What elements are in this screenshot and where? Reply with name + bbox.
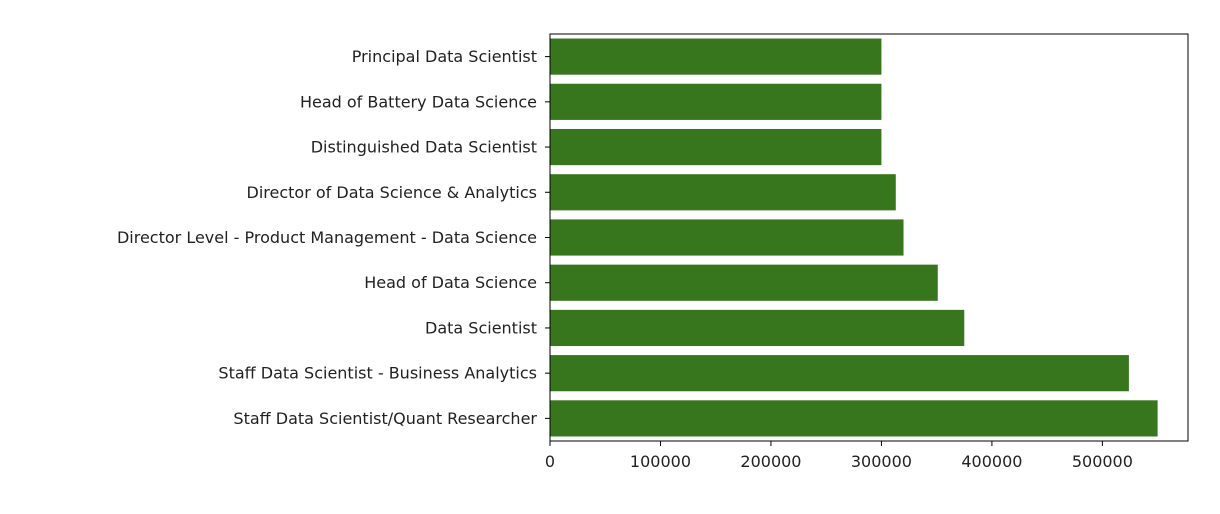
bar: [550, 38, 882, 75]
category-labels-group: Staff Data Scientist/Quant Researcher Sta…: [117, 47, 550, 428]
bar: [550, 309, 965, 347]
bar: [550, 174, 896, 211]
x-tick-label: 400000: [961, 452, 1022, 471]
bar: [550, 264, 938, 301]
plot-frame: [549, 33, 1189, 442]
bar: [550, 400, 1158, 437]
bar: [550, 128, 882, 166]
bar: [550, 83, 882, 120]
category-label: Principal Data Scientist: [352, 47, 537, 66]
category-label: Staff Data Scientist - Business Analytic…: [218, 364, 537, 383]
category-label: Data Scientist: [425, 318, 537, 337]
x-tick-label: 200000: [740, 452, 801, 471]
bar: [550, 355, 1129, 392]
category-label: Distinguished Data Scientist: [311, 138, 537, 157]
x-tick-label: 300000: [851, 452, 912, 471]
category-label: Head of Battery Data Science: [300, 92, 537, 111]
bars-group: [550, 38, 1158, 437]
bar: [550, 219, 904, 256]
category-label: Director Level - Product Management - Da…: [117, 228, 537, 247]
category-label: Director of Data Science & Analytics: [247, 183, 537, 202]
x-axis-ticks-group: 0 100000 200000 300000 400000 500000: [545, 441, 1133, 471]
category-label: Staff Data Scientist/Quant Researcher: [233, 409, 537, 428]
x-tick-label: 500000: [1072, 452, 1133, 471]
x-tick-label: 0: [545, 452, 555, 471]
x-tick-label: 100000: [630, 452, 691, 471]
category-label: Head of Data Science: [364, 273, 537, 292]
